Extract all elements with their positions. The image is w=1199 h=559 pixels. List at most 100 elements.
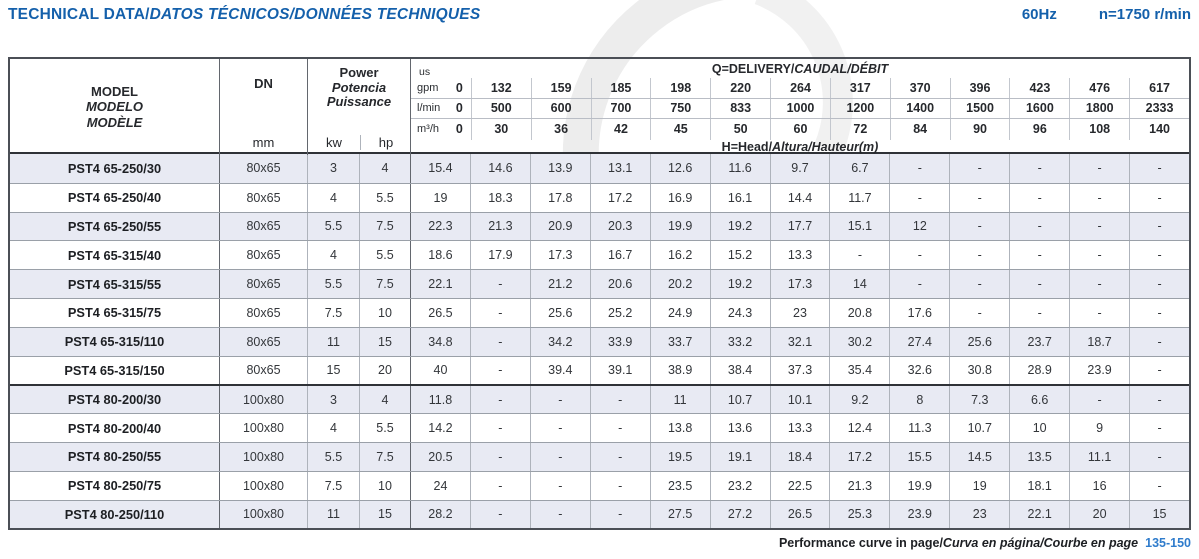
- cell-head-value: 18.1: [1009, 471, 1069, 500]
- cell-head-value: -: [529, 386, 590, 414]
- cell-head-value: 34.8: [410, 327, 470, 356]
- cell-head-value: 8: [889, 386, 949, 414]
- cell-head-value: 13.6: [709, 414, 770, 442]
- cell-head-value: -: [949, 183, 1009, 212]
- cell-head-value: -: [589, 500, 650, 529]
- cell-head-value: 10.7: [709, 386, 770, 414]
- cell-head-value: 25.2: [589, 298, 650, 327]
- spacer: [308, 110, 410, 131]
- cell-head-value: 23.7: [1009, 327, 1069, 356]
- cell-head-value: 21.2: [529, 270, 590, 298]
- cell-kw: 7.5: [307, 471, 359, 500]
- flow-value: 1400: [889, 98, 950, 118]
- cell-head-value: 35.4: [829, 356, 889, 385]
- cell-head-value: -: [1129, 442, 1189, 471]
- cell-head-value: -: [1069, 154, 1129, 183]
- flow-value: 833: [710, 98, 770, 118]
- cell-head-value: 33.9: [589, 327, 650, 356]
- cell-head-value: 11.7: [829, 183, 889, 212]
- cell-hp: 5.5: [359, 183, 410, 212]
- cell-head-value: -: [1129, 471, 1189, 500]
- flow-value: 108: [1069, 119, 1129, 140]
- cell-model: PST4 80-250/55: [67, 449, 162, 465]
- cell-head-value: 40: [410, 356, 470, 385]
- cell-head-value: -: [1069, 298, 1129, 327]
- cell-kw: 4: [307, 241, 359, 270]
- cell-head-value: 32.6: [889, 356, 949, 385]
- cell-head-value: -: [949, 298, 1009, 327]
- cell-head-value: 10.7: [949, 414, 1009, 442]
- cell-head-value: 25.6: [949, 327, 1009, 356]
- cell-dn: 100x80: [219, 386, 307, 414]
- cell-head-value: 27.2: [709, 500, 770, 529]
- cell-head-value: 20.2: [649, 270, 710, 298]
- cell-head-value: 32.1: [769, 327, 830, 356]
- cell-kw: 5.5: [307, 212, 359, 241]
- cell-head-value: 20.3: [589, 212, 650, 241]
- flow-value: 30: [470, 119, 531, 140]
- cell-head-value: 24.9: [649, 298, 710, 327]
- table-row: PST4 80-250/75 100x80 7.5 10 24- - -23.5 23.2 22…: [10, 470, 1189, 500]
- dn-unit-label: mm: [252, 134, 275, 150]
- cell-head-value: 9.7: [769, 154, 830, 183]
- cell-head-value: -: [1009, 212, 1069, 241]
- cell-dn: 80x65: [219, 154, 307, 183]
- flow-value: 185: [590, 78, 651, 98]
- flow-unit-cell: m³/h 0: [411, 119, 471, 140]
- flow-value: 140: [1129, 119, 1189, 140]
- cell-head-value: -: [1069, 212, 1129, 241]
- cell-model: PST4 65-315/75: [67, 305, 162, 321]
- head-title-esfr: Altura/Hauteur(m): [772, 139, 879, 154]
- cell-head-value: 9: [1069, 414, 1129, 442]
- cell-head-value: 17.3: [769, 270, 830, 298]
- cell-head-value: 27.5: [649, 500, 710, 529]
- flow-value: 159: [530, 78, 591, 98]
- cell-head-value: -: [469, 270, 530, 298]
- cell-head-value: -: [889, 154, 949, 183]
- cell-head-value: 28.2: [410, 500, 470, 529]
- cell-head-value: 30.2: [829, 327, 889, 356]
- cell-head-value: -: [1129, 183, 1189, 212]
- cell-dn: 80x65: [219, 356, 307, 385]
- cell-head-value: -: [469, 442, 530, 471]
- cell-kw: 11: [307, 500, 359, 529]
- cell-head-value: -: [949, 270, 1009, 298]
- cell-head-value: 20.9: [529, 212, 590, 241]
- unit-label: l/min: [417, 102, 441, 115]
- cell-head-value: 19.2: [709, 212, 770, 241]
- cell-hp: 20: [359, 356, 410, 385]
- head-title: H=Head/Altura/Hauteur(m): [411, 140, 1189, 155]
- cell-head-value: -: [529, 414, 590, 442]
- cell-head-value: 15.5: [889, 442, 949, 471]
- flow-value: 1800: [1069, 98, 1129, 118]
- cell-model: PST4 65-250/30: [67, 160, 162, 176]
- cell-head-value: -: [1069, 183, 1129, 212]
- cell-head-value: -: [529, 500, 590, 529]
- cell-head-value: -: [1129, 270, 1189, 298]
- performance-curve-footnote: Performance curve in page/Curva en págin…: [779, 536, 1191, 550]
- model-label-fr: MODÈLE: [86, 114, 143, 130]
- cell-dn: 80x65: [219, 298, 307, 327]
- cell-head-value: 38.4: [709, 356, 770, 385]
- cell-head-value: 17.3: [529, 241, 590, 270]
- flow-value: 198: [650, 78, 710, 98]
- cell-model: PST4 80-250/110: [64, 506, 165, 522]
- cell-head-value: 20: [1069, 500, 1129, 529]
- cell-head-value: 39.1: [589, 356, 650, 385]
- cell-head-value: 14.4: [769, 183, 830, 212]
- cell-head-value: 27.4: [889, 327, 949, 356]
- cell-hp: 5.5: [359, 414, 410, 442]
- cell-head-value: 19: [410, 183, 470, 212]
- header-dn: DN mm: [219, 59, 307, 155]
- footnote-en: Performance curve in page/: [778, 536, 943, 550]
- cell-head-value: 7.3: [949, 386, 1009, 414]
- cell-head-value: 10.1: [769, 386, 830, 414]
- cell-head-value: -: [1069, 386, 1129, 414]
- cell-head-value: 33.2: [709, 327, 770, 356]
- flow-value: 96: [1009, 119, 1069, 140]
- flow-value: 90: [949, 119, 1010, 140]
- cell-head-value: -: [829, 241, 889, 270]
- flow-value: 72: [829, 119, 890, 140]
- cell-hp: 10: [359, 471, 410, 500]
- cell-model: PST4 65-250/55: [67, 218, 162, 234]
